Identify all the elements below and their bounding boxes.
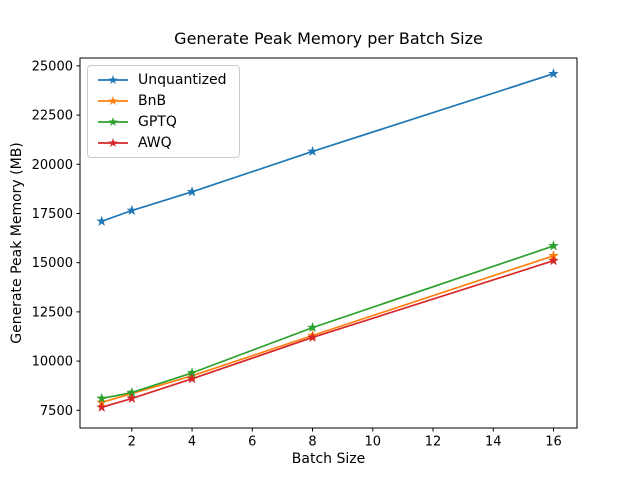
legend-label: GPTQ (138, 114, 177, 130)
data-point-marker-awq (547, 254, 560, 266)
y-tick-label: 22500 (32, 109, 73, 124)
x-tick-label: 12 (425, 435, 442, 450)
data-point-marker-unquantized (96, 215, 108, 227)
data-point-marker-awq (186, 372, 198, 384)
series-line-awq (100, 259, 555, 409)
data-point-marker-unquantized (307, 145, 319, 157)
y-tick-label: 17500 (32, 207, 73, 222)
x-axis-label: Batch Size (291, 451, 366, 467)
legend-entry-awq: AWQ (97, 136, 227, 150)
legend-entry-bnb: BnB (97, 94, 227, 108)
data-point-marker-awq (307, 331, 319, 343)
data-point-marker-unquantized (186, 186, 198, 197)
legend-marker-icon (98, 117, 128, 127)
y-tick-label: 10000 (32, 355, 73, 370)
plot-spines (79, 57, 578, 429)
legend-marker-icon (98, 138, 128, 148)
data-point-marker-gptq (96, 392, 108, 404)
data-point-marker-unquantized (126, 204, 138, 216)
x-tick-label: 14 (485, 435, 502, 450)
legend-label: AWQ (138, 135, 172, 151)
y-tick-label: 20000 (32, 158, 73, 173)
legend-label: Unquantized (138, 72, 227, 88)
legend-label: BnB (138, 93, 167, 109)
data-point-marker-gptq (307, 321, 319, 333)
y-tick-label: 12500 (32, 305, 73, 320)
legend-entry-gptq: GPTQ (97, 115, 227, 129)
x-tick-label: 16 (545, 435, 562, 450)
legend-marker-icon (98, 75, 128, 85)
data-point-marker-awq (126, 392, 138, 404)
data-point-marker-unquantized (547, 67, 560, 79)
x-tick-label: 8 (308, 435, 316, 450)
data-point-marker-awq (96, 401, 108, 413)
y-axis-label: Generate Peak Memory (MB) (9, 142, 25, 344)
x-tick-label: 6 (248, 435, 256, 450)
y-tick-label: 25000 (32, 59, 73, 74)
series-line-gptq (100, 245, 555, 400)
legend-entry-unquantized: Unquantized (97, 73, 227, 87)
y-tick-label: 7500 (40, 404, 73, 419)
chart-title: Generate Peak Memory per Batch Size (174, 29, 483, 48)
y-tick-label: 15000 (32, 256, 73, 271)
x-tick-label: 10 (365, 435, 382, 450)
x-tick-label: 2 (128, 435, 136, 450)
legend-marker-icon (98, 96, 128, 106)
data-point-marker-gptq (547, 240, 560, 251)
x-tick-label: 4 (188, 435, 196, 450)
legend: Unquantized BnB GPTQ AWQ (87, 65, 240, 158)
